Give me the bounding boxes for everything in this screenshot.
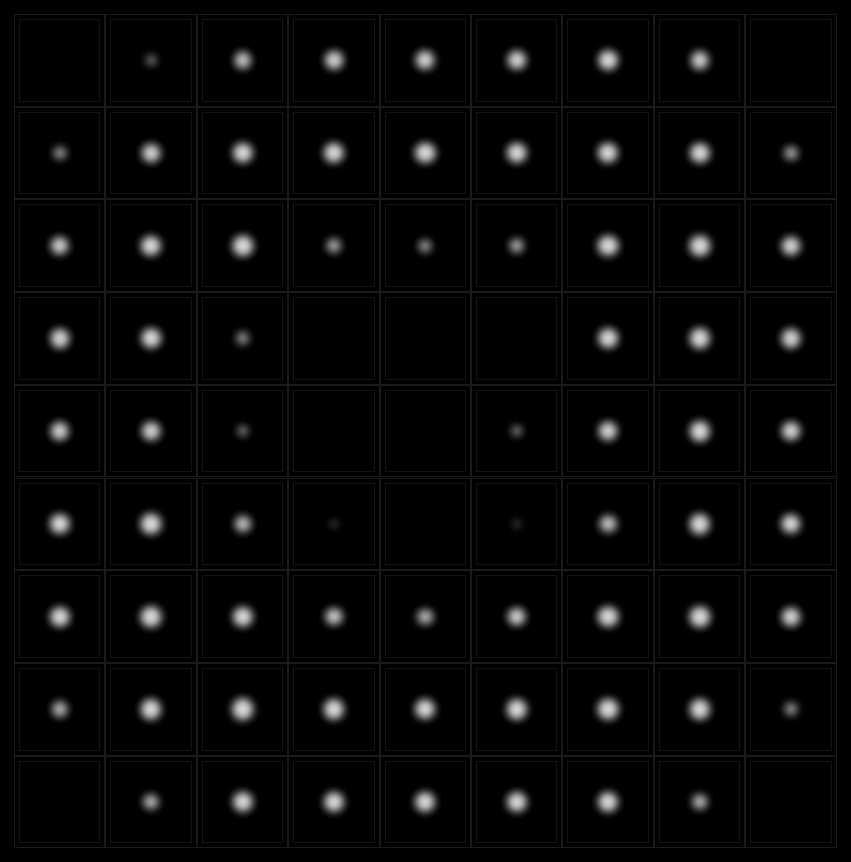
psf-spot	[785, 703, 797, 715]
grid-cell-inner	[750, 761, 831, 844]
psf-spot	[51, 237, 68, 254]
psf-spot	[690, 144, 708, 162]
psf-spot	[416, 793, 434, 811]
grid-cell-inner	[385, 390, 466, 473]
psf-spot	[513, 520, 520, 527]
psf-spot	[782, 608, 799, 625]
psf-spot	[237, 333, 249, 345]
psf-spot	[782, 237, 799, 254]
psf-spot	[599, 236, 618, 255]
grid-cell-inner	[750, 19, 831, 102]
grid-cell-inner	[293, 390, 374, 473]
psf-spot	[233, 699, 253, 719]
psf-spot	[599, 607, 618, 626]
grid-cell-inner	[19, 761, 100, 844]
psf-spot	[51, 423, 68, 440]
psf-spot	[416, 700, 434, 718]
psf-spot	[599, 793, 617, 811]
grid-cell-inner	[19, 19, 100, 102]
grid-cell-inner	[385, 483, 466, 566]
psf-spot	[325, 793, 343, 811]
psf-spot	[508, 793, 526, 811]
psf-spot	[326, 52, 343, 69]
psf-spot	[143, 145, 160, 162]
psf-spot	[327, 239, 341, 253]
psf-spot	[782, 423, 799, 440]
psf-spot	[785, 147, 798, 160]
psf-spot	[330, 520, 337, 527]
spot-array-figure	[0, 0, 851, 862]
psf-spot	[51, 608, 69, 626]
psf-spot	[510, 239, 524, 253]
psf-spot	[782, 515, 800, 533]
psf-spot	[326, 609, 342, 625]
psf-spot	[600, 423, 617, 440]
psf-spot	[417, 52, 434, 69]
psf-spot	[782, 330, 799, 347]
psf-spot	[508, 608, 525, 625]
psf-spot	[690, 515, 709, 534]
psf-spot	[508, 52, 525, 69]
psf-spot	[599, 700, 618, 719]
grid-cell-inner	[385, 297, 466, 380]
psf-spot	[143, 423, 160, 440]
psf-spot	[419, 240, 431, 252]
psf-spot	[142, 330, 160, 348]
psf-spot	[51, 330, 68, 347]
psf-spot	[599, 330, 617, 348]
psf-spot	[54, 147, 66, 159]
grid-cell-inner	[476, 297, 557, 380]
psf-spot	[599, 52, 617, 70]
grid-cell-inner	[293, 297, 374, 380]
